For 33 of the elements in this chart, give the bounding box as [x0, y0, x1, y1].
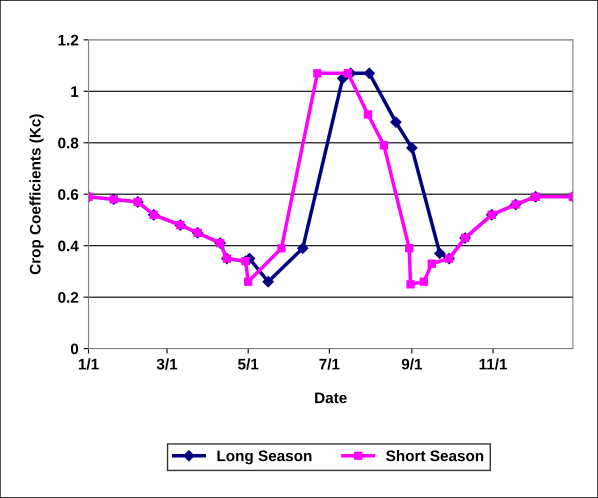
y-tick-label: 1.2 [58, 34, 78, 46]
x-tick-label: 1/1 [78, 358, 99, 370]
point [380, 141, 388, 150]
y-tick-label: 0.6 [58, 189, 78, 200]
legend-label: Short Season [386, 450, 484, 462]
x-axis-title: Date [315, 392, 347, 404]
point [434, 248, 446, 260]
point [297, 242, 308, 254]
legend-label: Long Season [217, 450, 312, 464]
x-tick-label: 7/1 [319, 358, 340, 370]
y-tick-label: 0.2 [58, 292, 78, 303]
point [405, 244, 414, 252]
point [364, 110, 372, 119]
y-tick-label: 0 [70, 343, 78, 354]
point [277, 244, 286, 252]
point [420, 278, 428, 286]
point [244, 278, 252, 286]
x-tick-label: 11/1 [480, 358, 508, 370]
point [406, 142, 418, 154]
point [313, 69, 322, 78]
point [262, 276, 274, 288]
point [344, 69, 352, 78]
point [364, 68, 375, 79]
point [406, 280, 415, 288]
x-tick-label: 3/1 [156, 358, 178, 370]
y-tick-label: 0.8 [58, 138, 78, 148]
x-tick-label: 9/1 [402, 358, 422, 370]
y-tick-label: 0.4 [58, 240, 79, 252]
y-axis-title: Crop Coefficients (Kc) [29, 114, 44, 274]
x-tick-label: 5/1 [238, 358, 258, 370]
y-tick-label: 1 [71, 86, 78, 97]
point [428, 260, 436, 268]
point [390, 116, 402, 128]
